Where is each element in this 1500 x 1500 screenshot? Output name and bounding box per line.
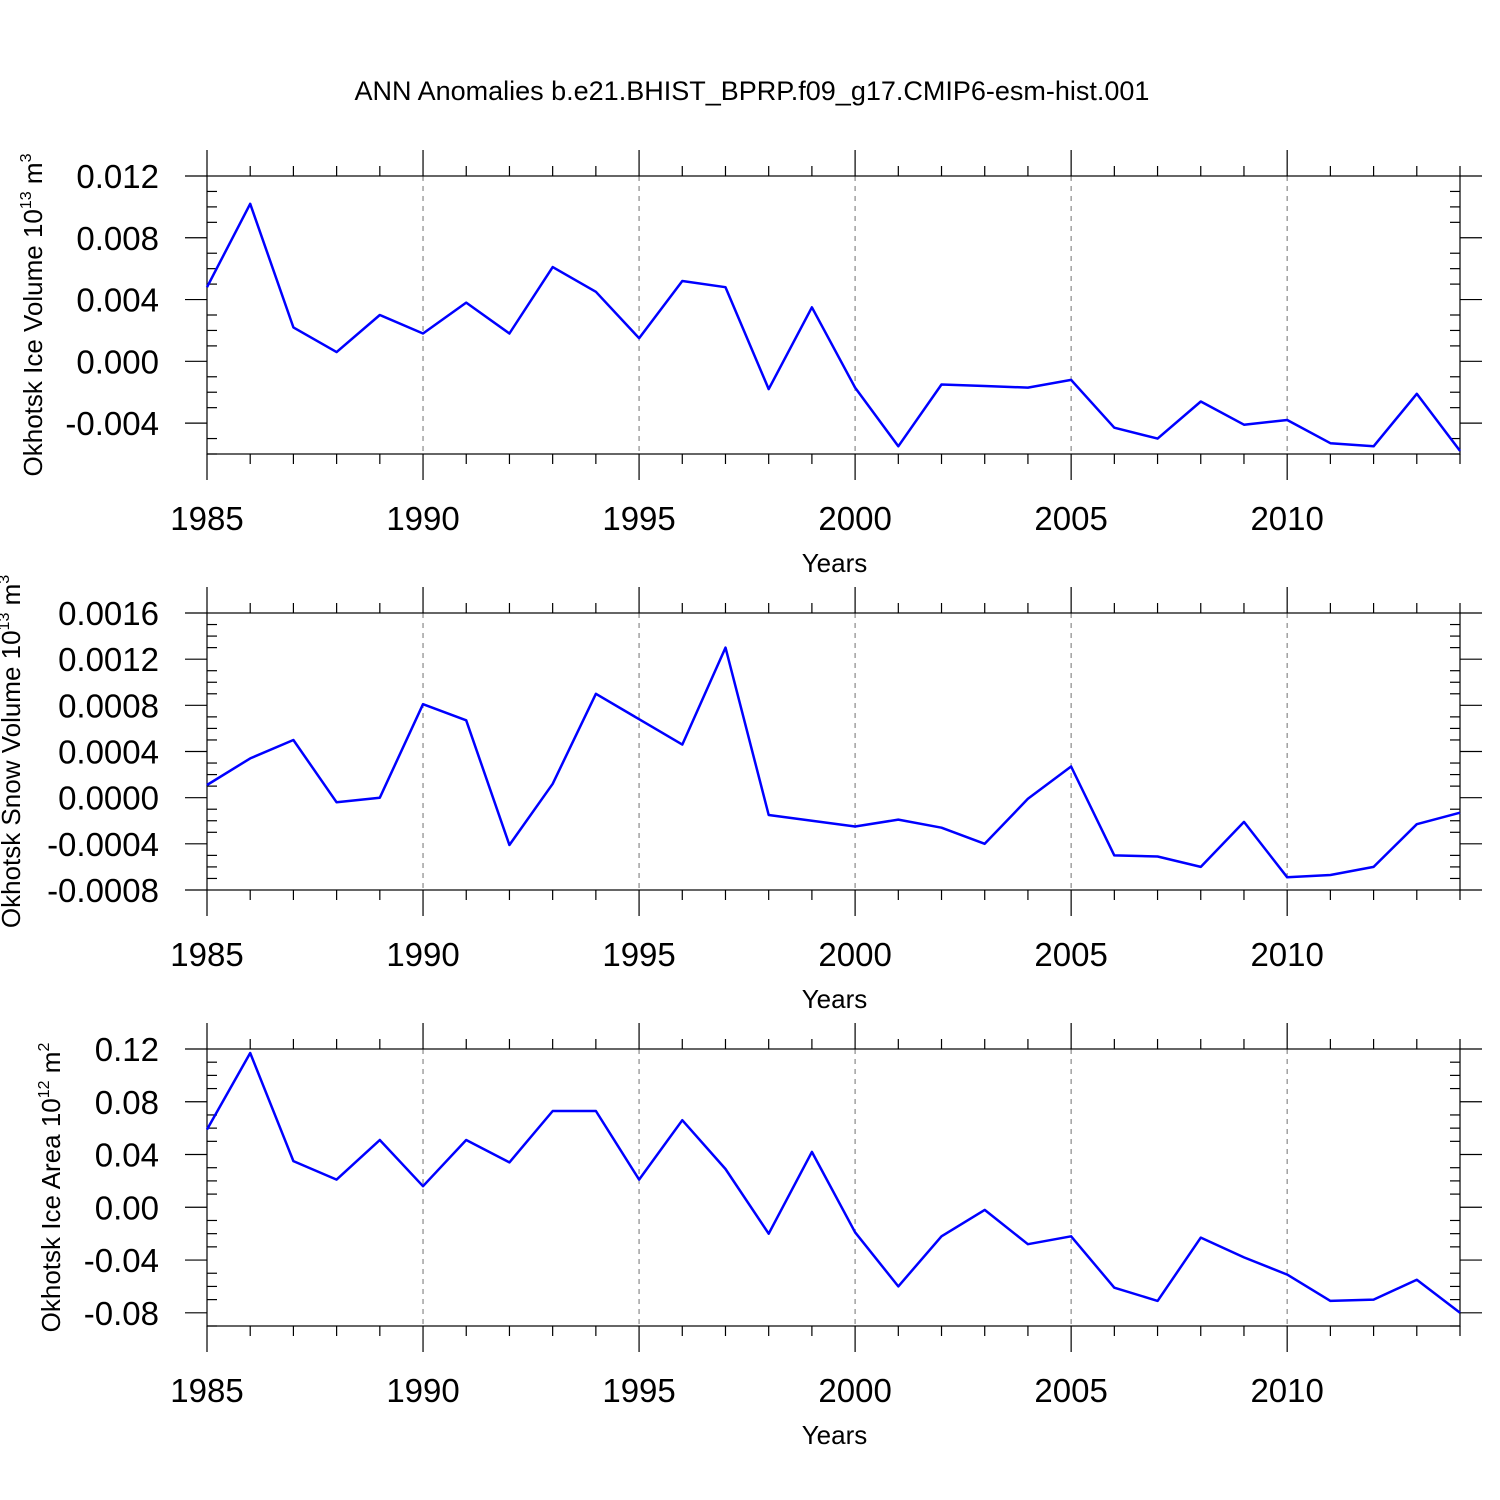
y-tick-label: 0.12 xyxy=(95,1031,159,1068)
plot-frame xyxy=(206,612,1461,891)
x-tick-label: 2010 xyxy=(1250,1372,1323,1409)
x-tick-label: 2005 xyxy=(1034,1372,1107,1409)
y-tick-label: 0.000 xyxy=(76,343,159,380)
x-axis-label: Years xyxy=(802,984,868,1014)
x-tick-label: 1990 xyxy=(386,1372,459,1409)
x-tick-label: 1985 xyxy=(170,936,243,973)
chart-title: ANN Anomalies b.e21.BHIST_BPRP.f09_g17.C… xyxy=(355,76,1150,106)
y-tick-label: 0.0008 xyxy=(58,687,159,724)
y-tick-label: -0.0008 xyxy=(47,872,159,909)
y-tick-label: -0.04 xyxy=(84,1242,159,1279)
y-tick-label: -0.0004 xyxy=(47,826,159,863)
chart-panel-2: 0.0016 0.0012 0.0008 0.0004 0.0000 -0.0004 -0.… xyxy=(0,575,1482,1014)
y-axis-label: Okhotsk Snow Volume 1013 m3 xyxy=(0,575,26,928)
plot-frame xyxy=(206,1048,1461,1327)
y-tick-label: 0.0000 xyxy=(58,780,159,817)
x-tick-label: 1995 xyxy=(602,1372,675,1409)
y-tick-label: 0.008 xyxy=(76,220,159,257)
y-tick-label: -0.08 xyxy=(84,1295,159,1332)
series-line xyxy=(206,646,1461,879)
x-axis-label: Years xyxy=(802,548,868,578)
y-tick-label: 0.004 xyxy=(76,282,159,319)
x-tick-label: 2000 xyxy=(818,500,891,537)
x-tick-label: 1985 xyxy=(170,500,243,537)
y-tick-label: 0.012 xyxy=(76,158,159,195)
y-tick-label: 0.00 xyxy=(95,1189,159,1226)
x-axis-label: Years xyxy=(802,1420,868,1450)
x-tick-label: 2000 xyxy=(818,936,891,973)
series-line xyxy=(205,202,1461,452)
x-tick-label: 1990 xyxy=(386,500,459,537)
x-tick-label: 2005 xyxy=(1034,936,1107,973)
x-tick-label: 2010 xyxy=(1250,936,1323,973)
x-tick-label: 1995 xyxy=(602,500,675,537)
chart-panel-1: 0.012 0.008 0.004 0.000 -0.004 1985 1990 1995 20… xyxy=(18,150,1482,578)
y-tick-label: 0.04 xyxy=(95,1137,159,1174)
chart-panel-3: 0.12 0.08 0.04 0.00 -0.04 -0.08 1985 1990 1995 20… xyxy=(36,1023,1482,1450)
y-tick-label: 0.0012 xyxy=(58,641,159,678)
x-tick-label: 2010 xyxy=(1250,500,1323,537)
y-tick-label: 0.0016 xyxy=(58,595,159,632)
x-tick-label: 1985 xyxy=(170,1372,243,1409)
y-tick-label: -0.004 xyxy=(65,405,159,442)
x-tick-label: 2000 xyxy=(818,1372,891,1409)
series-line xyxy=(205,1051,1461,1314)
plot-frame xyxy=(206,175,1461,455)
y-axis-label: Okhotsk Ice Area 1012 m2 xyxy=(36,1043,66,1333)
y-tick-label: 0.08 xyxy=(95,1084,159,1121)
x-tick-label: 1990 xyxy=(386,936,459,973)
x-tick-label: 1995 xyxy=(602,936,675,973)
y-axis-label: Okhotsk Ice Volume 1013 m3 xyxy=(18,153,48,476)
x-tick-label: 2005 xyxy=(1034,500,1107,537)
y-tick-label: 0.0004 xyxy=(58,734,159,771)
